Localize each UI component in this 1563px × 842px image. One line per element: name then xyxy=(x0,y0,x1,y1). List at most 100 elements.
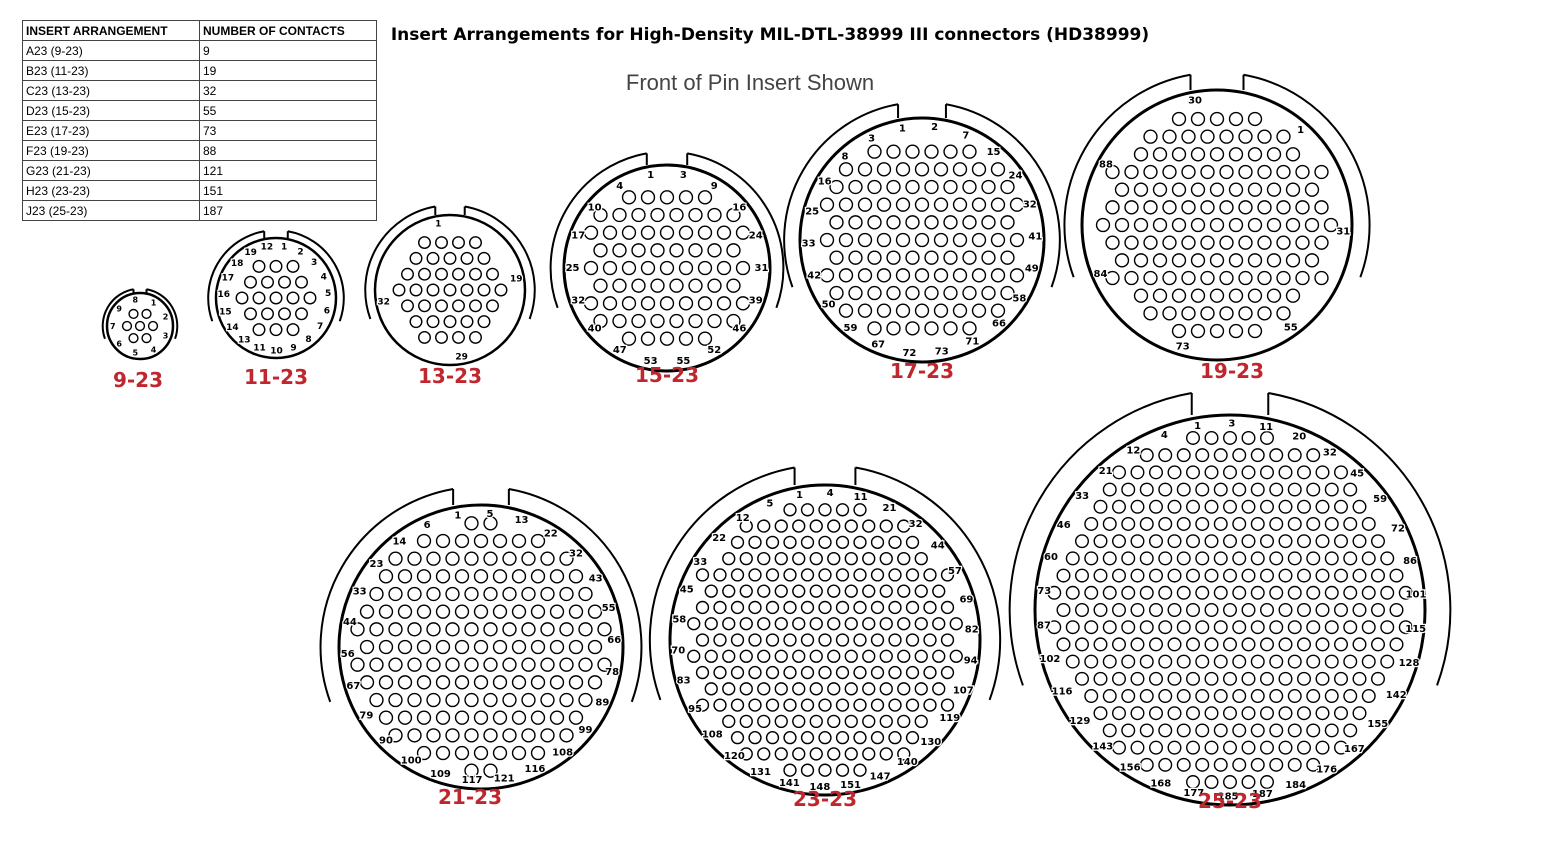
pin xyxy=(418,330,431,344)
pin xyxy=(1167,499,1182,514)
pin xyxy=(502,728,517,743)
pin xyxy=(707,313,722,329)
pin xyxy=(704,617,718,631)
pin xyxy=(853,763,867,777)
pin xyxy=(388,622,403,637)
pin-label: 86 xyxy=(1403,556,1417,567)
pin-label: 17 xyxy=(222,273,235,283)
pin xyxy=(905,600,920,615)
pin-label: 8 xyxy=(842,152,849,163)
pin-label: 67 xyxy=(346,681,360,692)
pin xyxy=(452,236,465,250)
pin-label: 185 xyxy=(1218,792,1239,803)
pin xyxy=(469,299,482,313)
pin xyxy=(621,190,637,205)
pin xyxy=(1162,129,1177,144)
pin xyxy=(464,516,479,531)
pin xyxy=(1278,740,1293,755)
pin xyxy=(757,682,771,696)
pin-label: 167 xyxy=(1344,744,1365,755)
pin xyxy=(1232,723,1247,738)
pin xyxy=(853,665,867,680)
pin xyxy=(774,714,788,729)
pin xyxy=(1241,603,1256,617)
pin-label: 9 xyxy=(116,305,122,314)
pin xyxy=(1238,306,1253,321)
pin xyxy=(477,315,491,329)
pin xyxy=(1219,235,1234,250)
pin xyxy=(940,698,955,712)
pin xyxy=(1181,270,1196,286)
pin-label: 10 xyxy=(588,202,602,213)
pin-label: 1 xyxy=(1194,421,1201,432)
pin-label: 32 xyxy=(569,548,583,559)
pin xyxy=(990,268,1006,283)
pin xyxy=(640,331,656,346)
pin xyxy=(244,275,257,289)
pin-label: 69 xyxy=(959,594,973,605)
pin xyxy=(757,747,771,761)
pin xyxy=(1084,654,1099,669)
pin xyxy=(1260,534,1274,549)
pin xyxy=(1009,197,1025,212)
pin xyxy=(286,323,300,337)
pin xyxy=(1130,465,1145,480)
pin xyxy=(1204,534,1219,549)
pin xyxy=(853,698,867,712)
pin xyxy=(650,207,665,223)
pin xyxy=(1158,689,1173,704)
pin xyxy=(819,268,835,283)
pin xyxy=(530,710,546,725)
shell-arc xyxy=(648,466,795,701)
pin xyxy=(1314,200,1329,215)
pin xyxy=(1232,620,1247,635)
pin xyxy=(730,698,745,712)
pin xyxy=(418,267,431,281)
pin xyxy=(1084,585,1099,600)
pin xyxy=(879,551,893,566)
pin xyxy=(879,519,893,533)
pin xyxy=(483,692,498,708)
pin xyxy=(1195,757,1210,772)
connector-label: 19-23 xyxy=(1200,359,1264,383)
pin-label: 8 xyxy=(132,295,138,304)
pin xyxy=(713,633,727,647)
pin xyxy=(1195,620,1210,635)
pin xyxy=(757,584,771,598)
pin xyxy=(726,207,741,223)
pin xyxy=(1266,147,1282,162)
pin xyxy=(416,569,432,584)
pin xyxy=(1315,534,1330,549)
pin xyxy=(1315,671,1330,686)
pin xyxy=(397,710,413,725)
pin xyxy=(612,278,627,293)
pin xyxy=(407,622,422,637)
pin xyxy=(369,622,384,637)
pin xyxy=(962,321,977,336)
pin xyxy=(1105,200,1120,215)
pin-label: 90 xyxy=(379,736,393,747)
pin xyxy=(1084,620,1099,635)
pin xyxy=(1124,270,1139,286)
pin xyxy=(905,215,920,230)
pin-label: 71 xyxy=(965,337,979,348)
pin xyxy=(521,586,536,602)
pin xyxy=(1213,689,1228,704)
pin xyxy=(827,649,841,663)
pin xyxy=(730,633,745,647)
pin-label: 2 xyxy=(163,313,169,322)
pin xyxy=(1105,270,1120,286)
pin xyxy=(1162,200,1177,215)
pin xyxy=(1143,270,1158,286)
pin xyxy=(350,657,365,672)
pin xyxy=(1195,654,1210,669)
pin xyxy=(1204,568,1219,583)
pin xyxy=(1250,757,1265,772)
pin xyxy=(695,568,710,582)
pin xyxy=(1250,654,1265,669)
pin xyxy=(1162,306,1177,321)
pin xyxy=(897,584,911,598)
subtitle: Front of Pin Insert Shown xyxy=(626,70,874,95)
pin xyxy=(469,267,482,281)
pin xyxy=(1260,637,1274,652)
